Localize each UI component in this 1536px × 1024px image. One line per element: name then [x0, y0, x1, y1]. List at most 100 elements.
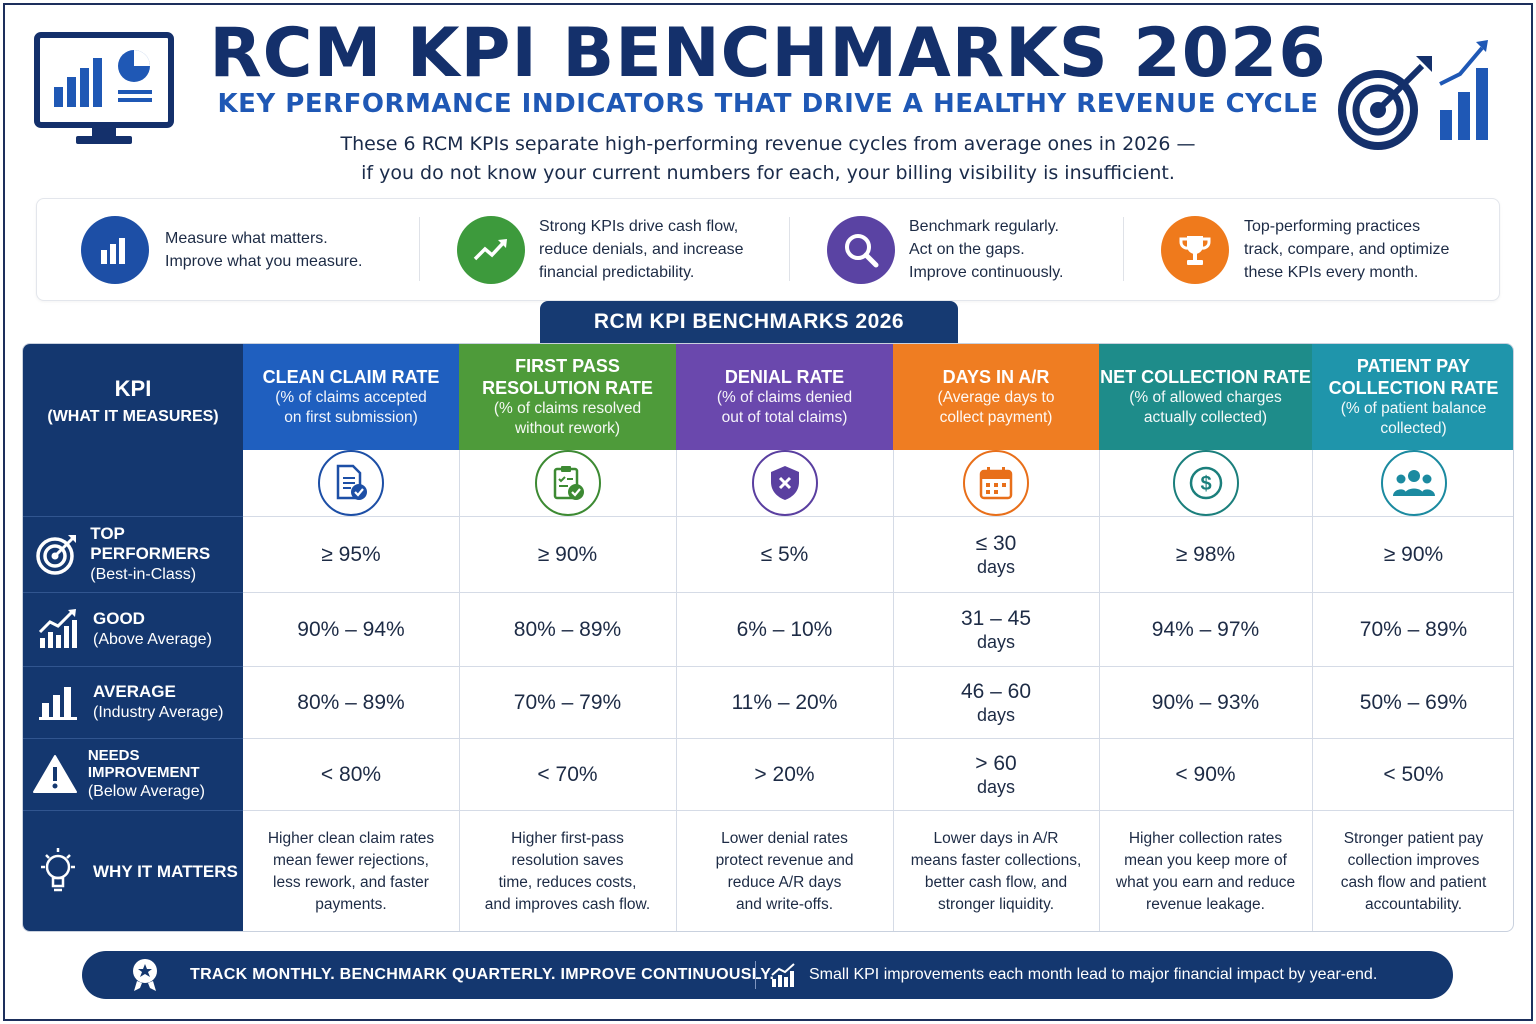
pillar-text: track, compare, and optimize: [1244, 241, 1450, 258]
why-line: payments.: [315, 895, 387, 913]
why-line: what you earn and reduce: [1115, 873, 1296, 891]
row-label-top-performers: TOP PERFORMERS (Best-in-Class): [23, 516, 243, 592]
benchmark-cell: < 50%: [1312, 738, 1513, 810]
column-description: (% of patient balance: [1340, 400, 1487, 417]
kpi-column-header: KPI (WHAT IT MEASURES): [23, 376, 243, 426]
why-line: Lower days in A/R: [933, 829, 1059, 847]
row-labels-column: KPI (WHAT IT MEASURES) TOP PERFORMERS (B…: [23, 344, 243, 931]
column-header: CLEAN CLAIM RATE (% of claims accepted on …: [243, 344, 459, 450]
row-label-average: AVERAGE (Industry Average): [23, 666, 243, 738]
award-badge-icon: [128, 957, 162, 998]
column-name: COLLECTION RATE: [1328, 378, 1499, 398]
benchmark-cell: 50% – 69%: [1312, 666, 1513, 738]
why-line: and write-offs.: [735, 895, 834, 913]
intro-line: These 6 RCM KPIs separate high-performin…: [340, 133, 1196, 155]
row-sublabel: (Best-in-Class): [90, 566, 197, 583]
document-check-icon: [318, 450, 384, 516]
svg-text:$: $: [1200, 473, 1211, 495]
benchmark-value: ≥ 98%: [1175, 542, 1236, 566]
column-icon-cell: [676, 450, 893, 516]
pillar-cashflow: Strong KPIs drive cash flow, reduce deni…: [421, 199, 786, 302]
column-icon-cell: [1312, 450, 1513, 516]
column-header: DENIAL RATE (% of claims denied out of tot…: [676, 344, 893, 450]
why-line: mean you keep more of: [1124, 851, 1287, 869]
benchmark-value: 50% – 69%: [1359, 690, 1468, 714]
column-description: (% of claims resolved: [493, 400, 642, 417]
dollar-coin-icon: $: [1172, 450, 1239, 516]
row-sublabel: (Below Average): [87, 783, 205, 800]
why-line: stronger liquidity.: [937, 895, 1054, 913]
footer-bar: TRACK MONTHLY. BENCHMARK QUARTERLY. IMPR…: [82, 951, 1453, 999]
benchmark-value: < 50%: [1383, 762, 1444, 786]
benchmark-cell: 70% – 89%: [1312, 592, 1513, 666]
why-line: better cash flow, and: [924, 873, 1068, 891]
benchmark-value: 80% – 89%: [297, 690, 405, 714]
column-name: NET COLLECTION RATE: [1100, 367, 1311, 387]
why-line: less rework, and faster: [273, 873, 429, 891]
column-header: FIRST PASS RESOLUTION RATE (% of claims re…: [459, 344, 676, 450]
column-header: PATIENT PAY COLLECTION RATE (% of patient …: [1312, 344, 1513, 450]
pillars-panel: Measure what matters. Improve what you m…: [36, 198, 1500, 301]
benchmark-cell: 80% – 89%: [459, 592, 676, 666]
column-name: FIRST PASS: [515, 356, 620, 376]
pillar-text: reduce denials, and increase: [539, 241, 744, 258]
target-icon: [23, 532, 90, 576]
pillar-text: Top-performing practices: [1244, 218, 1421, 235]
benchmark-cell: 80% – 89%: [243, 666, 459, 738]
column-description: without rework): [514, 420, 621, 437]
calendar-icon: [963, 450, 1029, 516]
row-label: TOP PERFORMERS: [90, 524, 211, 563]
row-label: NEEDS IMPROVEMENT: [87, 747, 200, 781]
growth-chart-icon: [23, 608, 93, 650]
benchmark-cell: ≥ 95%: [243, 516, 459, 592]
why-line: collection improves: [1347, 851, 1480, 869]
row-label: GOOD: [93, 609, 145, 628]
why-line: Lower denial rates: [721, 829, 848, 847]
why-line: cash flow and patient: [1340, 873, 1487, 891]
why-line: mean fewer rejections,: [273, 851, 429, 869]
page-title: RCM KPI BENCHMARKS 2026: [209, 14, 1327, 93]
row-label: AVERAGE: [93, 682, 176, 701]
why-line: accountability.: [1364, 895, 1463, 913]
why-line: Stronger patient pay: [1343, 829, 1484, 847]
why-line: protect revenue and: [715, 851, 854, 869]
benchmark-cell: > 60 days: [893, 738, 1099, 810]
benchmark-value: ≥ 90%: [1383, 542, 1444, 566]
growth-chart-icon: [770, 961, 798, 994]
benchmark-cell: 6% – 10%: [676, 592, 893, 666]
row-label: WHY IT MATTERS: [93, 861, 238, 881]
benchmark-unit: days: [976, 556, 1016, 577]
why-line: and improves cash flow.: [484, 895, 651, 913]
benchmark-unit: days: [976, 704, 1016, 725]
bar-chart-icon: [81, 216, 149, 284]
why-line: Higher collection rates: [1128, 829, 1283, 847]
why-cell: Higher first-pass resolution saves time, r…: [459, 810, 676, 931]
trophy-icon: [1161, 216, 1229, 284]
column-description: (% of allowed charges: [1129, 389, 1282, 406]
benchmark-value: 80% – 89%: [513, 617, 622, 641]
column-description: (Average days to: [937, 389, 1055, 406]
kpi-header: KPI: [114, 376, 152, 401]
footer-motto: TRACK MONTHLY. BENCHMARK QUARTERLY. IMPR…: [190, 966, 775, 983]
column-description: (% of claims accepted: [275, 389, 427, 406]
benchmark-value: 46 – 60: [960, 679, 1032, 703]
benchmark-cell: > 20%: [676, 738, 893, 810]
magnifier-icon: [827, 216, 895, 284]
kpi-subheader: (WHAT IT MEASURES): [47, 408, 219, 425]
pillar-text: Benchmark regularly.: [909, 218, 1059, 235]
why-cell: Higher collection rates mean you keep mor…: [1099, 810, 1312, 931]
benchmark-cell: ≥ 90%: [1312, 516, 1513, 592]
benchmark-value: 94% – 97%: [1151, 617, 1260, 641]
benchmark-value: 31 – 45: [960, 606, 1032, 630]
column-icon-cell: [243, 450, 459, 516]
page-subtitle: KEY PERFORMANCE INDICATORS THAT DRIVE A …: [217, 89, 1319, 119]
benchmark-cell: < 80%: [243, 738, 459, 810]
why-line: means faster collections,: [910, 851, 1082, 869]
column-header: DAYS IN A/R (Average days to collect payme…: [893, 344, 1099, 450]
benchmark-unit: days: [976, 631, 1016, 652]
why-cell: Lower days in A/R means faster collection…: [893, 810, 1099, 931]
benchmark-cell: ≤ 30 days: [893, 516, 1099, 592]
column-description: out of total claims): [721, 409, 848, 426]
pillar-benchmark: Benchmark regularly. Act on the gaps. Im…: [791, 199, 1121, 302]
column-icon-cell: [893, 450, 1099, 516]
